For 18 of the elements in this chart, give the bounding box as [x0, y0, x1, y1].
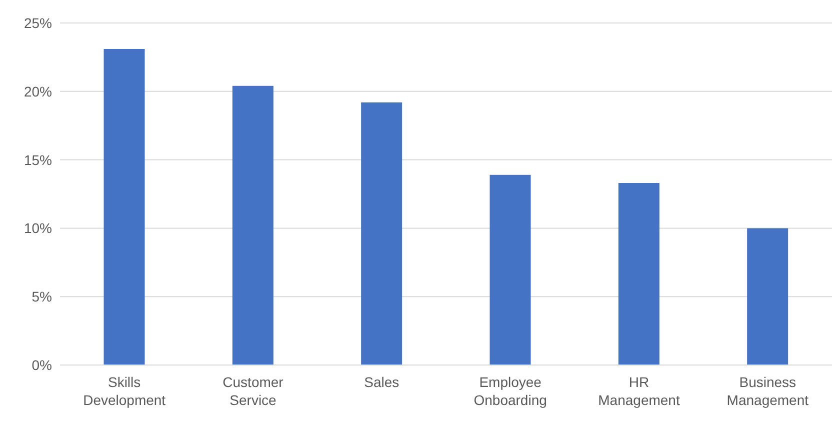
- bar: [104, 48, 145, 365]
- y-tick-label: 0%: [32, 356, 52, 373]
- x-tick-label: Sales: [364, 374, 400, 390]
- y-tick-label: 20%: [24, 83, 52, 100]
- y-tick-label: 15%: [24, 152, 52, 168]
- bar: [490, 174, 531, 365]
- x-tick-label: Employee Onboarding: [474, 374, 547, 408]
- x-tick-label: Business Management: [726, 374, 809, 408]
- y-tick-label: 10%: [24, 220, 52, 236]
- bar: [361, 102, 402, 365]
- bar: [618, 183, 660, 365]
- x-tick-label: Customer Service: [222, 374, 284, 408]
- x-tick-label: HR Management: [598, 374, 680, 408]
- y-tick-label: 5%: [32, 288, 52, 305]
- x-tick-label: Skills Development: [83, 374, 166, 408]
- bar: [232, 86, 274, 365]
- y-tick-label: 25%: [24, 14, 52, 31]
- bar: [747, 228, 788, 365]
